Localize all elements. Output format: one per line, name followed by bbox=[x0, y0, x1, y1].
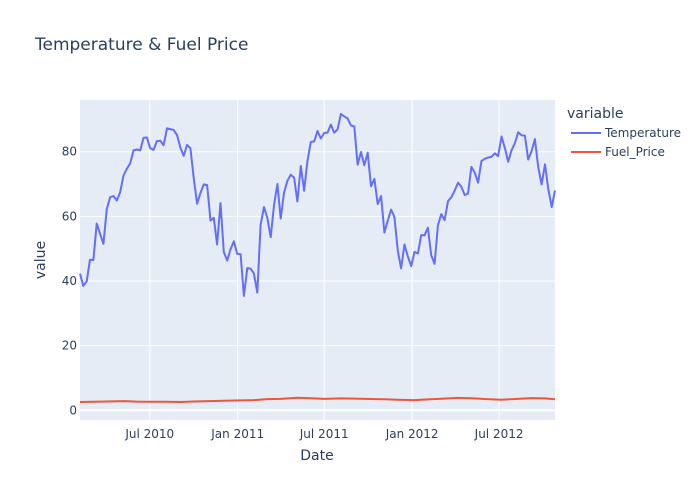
legend-item-label[interactable]: Temperature bbox=[604, 126, 681, 140]
legend[interactable]: variable Temperature Fuel_Price bbox=[567, 106, 681, 159]
legend-title: variable bbox=[567, 106, 623, 122]
plot-area bbox=[80, 100, 555, 420]
y-tick-label: 60 bbox=[62, 209, 77, 223]
gridlines bbox=[80, 100, 555, 420]
y-axis-ticks: 0 20 40 60 80 bbox=[62, 145, 77, 418]
x-tick-label: Jan 2012 bbox=[385, 427, 439, 441]
series-line-temperature[interactable] bbox=[79, 112, 556, 297]
series-lines bbox=[79, 112, 556, 403]
x-axis-title: Date bbox=[300, 448, 333, 464]
y-tick-label: 20 bbox=[62, 339, 77, 353]
y-axis-title: value bbox=[33, 241, 49, 279]
x-tick-label: Jul 2010 bbox=[124, 427, 174, 441]
x-tick-label: Jul 2011 bbox=[299, 427, 349, 441]
y-tick-label: 80 bbox=[62, 145, 77, 159]
chart-title: Temperature & Fuel Price bbox=[34, 35, 248, 55]
legend-item-label[interactable]: Fuel_Price bbox=[605, 145, 665, 159]
y-tick-label: 40 bbox=[62, 274, 77, 288]
x-tick-label: Jan 2011 bbox=[210, 427, 264, 441]
x-tick-label: Jul 2012 bbox=[474, 427, 524, 441]
y-tick-label: 0 bbox=[69, 403, 77, 417]
series-line-fuel-price[interactable] bbox=[79, 396, 556, 403]
x-axis-ticks: Jul 2010 Jan 2011 Jul 2011 Jan 2012 Jul 2012 bbox=[124, 427, 523, 441]
